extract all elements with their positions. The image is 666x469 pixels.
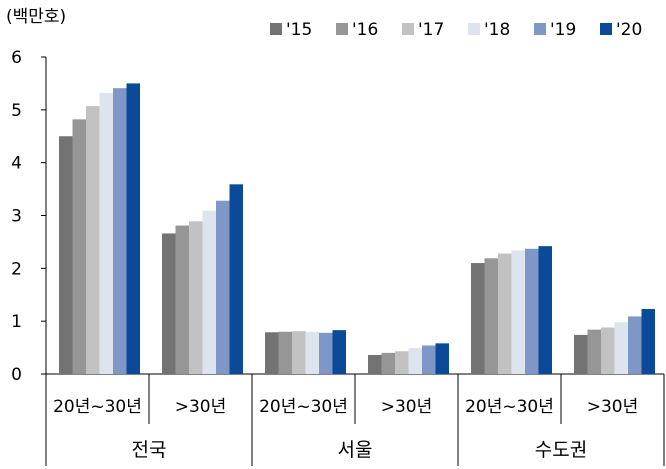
bar-15-cat4 [471, 263, 485, 374]
bar-16-cat1 [175, 225, 189, 374]
bar-15-cat1 [162, 233, 176, 374]
bar-18-cat4 [511, 250, 525, 374]
y-tick-label: 1 [11, 312, 22, 332]
y-tick-label: 6 [11, 48, 22, 68]
bar-16-cat4 [484, 258, 498, 374]
bar-16-cat3 [381, 352, 395, 374]
x-category-label: >30년 [175, 397, 227, 417]
bar-17-cat3 [395, 351, 409, 374]
legend-label: '20 [616, 20, 642, 40]
bar-15-cat3 [368, 354, 382, 374]
legend-label: '16 [352, 20, 378, 40]
y-tick-label: 3 [11, 207, 22, 227]
bar-15-cat0 [59, 136, 73, 374]
bar-19-cat3 [422, 345, 436, 374]
bar-17-cat4 [498, 253, 512, 374]
bar-20-cat3 [435, 343, 449, 374]
bar-19-cat1 [216, 200, 230, 374]
axes [41, 56, 665, 466]
legend-label: '17 [418, 20, 444, 40]
legend-swatch-17 [402, 23, 414, 35]
bar-17-cat1 [189, 221, 203, 374]
y-tick-label: 2 [11, 259, 22, 279]
bar-16-cat5 [587, 329, 601, 374]
bar-15-cat2 [265, 332, 279, 374]
group-label: 수도권 [535, 439, 587, 461]
legend-swatch-16 [336, 23, 348, 35]
bar-18-cat0 [99, 92, 113, 374]
x-category-label: 20년~30년 [259, 397, 348, 417]
legend-swatch-18 [468, 23, 480, 35]
bar-18-cat3 [408, 348, 422, 374]
legend-swatch-20 [600, 23, 612, 35]
legend-swatch-15 [270, 23, 282, 35]
legend-label: '18 [484, 20, 510, 40]
y-unit-label: (백만호) [6, 7, 66, 27]
bar-20-cat2 [332, 330, 346, 374]
legend-swatch-19 [534, 23, 546, 35]
bar-19-cat4 [525, 248, 539, 374]
bar-20-cat1 [229, 184, 243, 374]
x-category-label: >30년 [587, 397, 639, 417]
bar-19-cat2 [319, 332, 333, 374]
y-tick-label: 4 [11, 154, 22, 174]
legend-label: '19 [550, 20, 576, 40]
y-tick-label: 5 [11, 101, 22, 121]
group-label: 서울 [338, 439, 373, 461]
bar-16-cat0 [72, 119, 86, 375]
bar-18-cat5 [614, 322, 628, 374]
bar-20-cat0 [126, 83, 140, 375]
bar-20-cat4 [538, 246, 552, 374]
bar-15-cat5 [574, 334, 588, 374]
bar-20-cat5 [641, 309, 655, 374]
x-category-label: 20년~30년 [465, 397, 554, 417]
bar-19-cat0 [113, 88, 127, 375]
group-label: 전국 [132, 439, 167, 461]
bar-19-cat5 [628, 316, 642, 374]
axis-labels: 0 1 2 3 4 5 6 20년~30년 >30년 20년~30년 >30년 20년~30년 >30년… [11, 48, 638, 461]
x-category-label: 20년~30년 [53, 397, 142, 417]
bar-18-cat2 [305, 331, 319, 374]
bar-17-cat5 [601, 327, 615, 374]
bar-17-cat2 [292, 331, 306, 374]
bars [59, 83, 655, 375]
legend-label: '15 [286, 20, 312, 40]
bar-16-cat2 [278, 331, 292, 374]
x-category-label: >30년 [381, 397, 433, 417]
bar-17-cat0 [86, 106, 100, 374]
legend: '15 '16 '17 '18 '19 '20 [270, 20, 642, 40]
y-tick-label: 0 [11, 365, 22, 385]
bar-18-cat1 [202, 210, 216, 374]
